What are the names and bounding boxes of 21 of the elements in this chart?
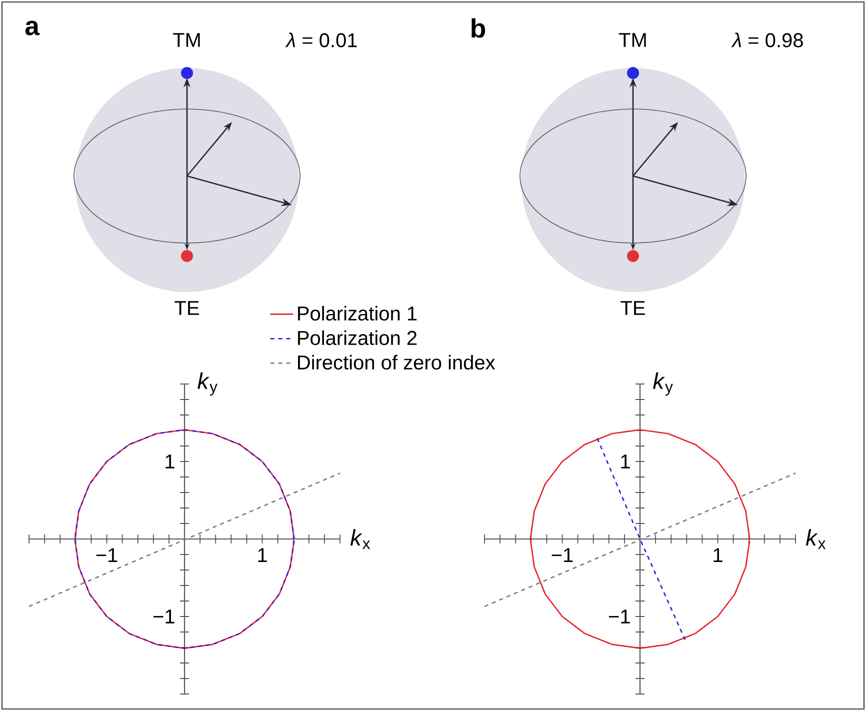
text: λ = 0.98 [731, 32, 803, 48]
text: b [472, 18, 486, 38]
line-series [74, 429, 295, 649]
text: TM [173, 33, 200, 47]
x-tick-label: −1 [96, 548, 118, 562]
y-axis-title: k$_{y}$ [653, 372, 673, 396]
x-tick-label: −1 [552, 548, 573, 562]
line-series [530, 429, 750, 649]
legend-label: Direction of zero index [298, 354, 496, 370]
text: TM [619, 33, 646, 47]
text: TE [174, 301, 199, 315]
y-axis-title: k$_{y}$ [198, 372, 218, 396]
x-axis-title: k$_{x}$ [806, 529, 826, 549]
legend-label: Polarization 1 [298, 306, 417, 321]
text: TE [620, 301, 645, 315]
legend-label: Polarization 2 [298, 330, 417, 346]
x-axis-title: k$_{x}$ [350, 529, 370, 549]
x-tick-label: 1 [258, 548, 267, 562]
text: a [25, 20, 40, 36]
x-tick-label: 1 [714, 548, 722, 562]
text: λ = 0.01 [285, 32, 357, 48]
